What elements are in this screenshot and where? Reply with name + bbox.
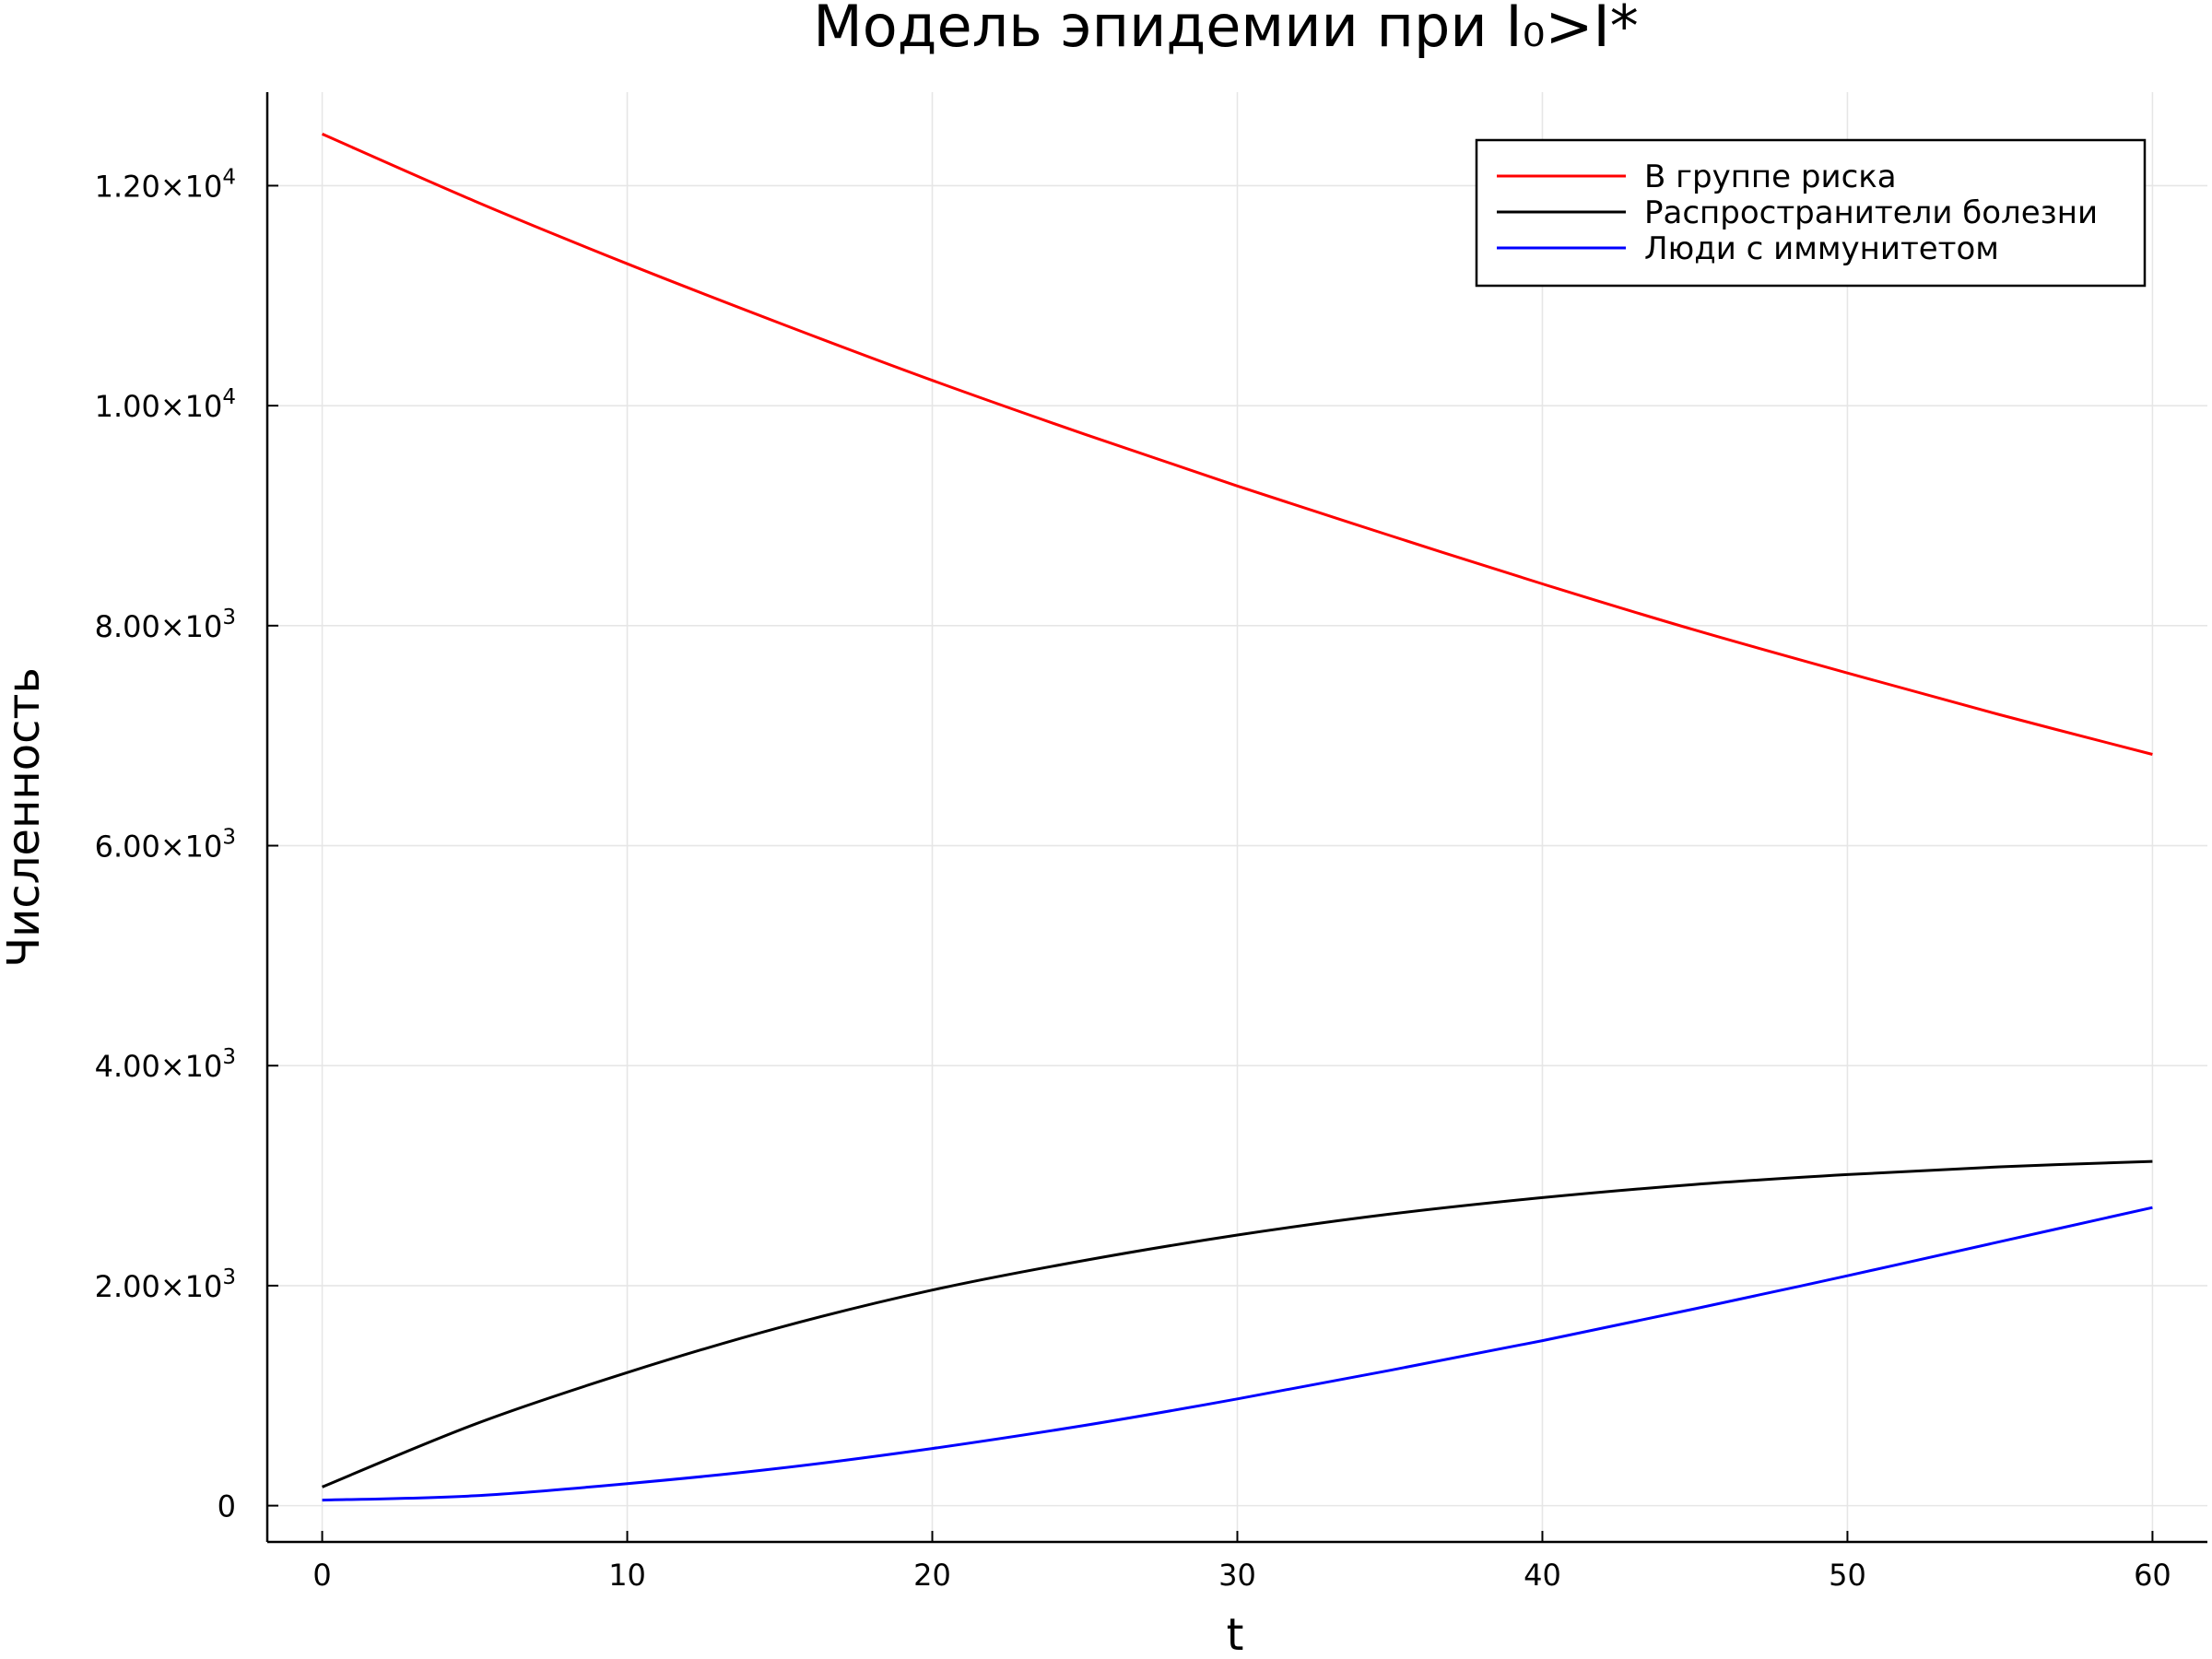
- y-tick-label: 1.20×104: [95, 165, 236, 204]
- tick-labels: 0 10 20 30 40 50 6002.00×1034.00×1036.00×1038.…: [95, 165, 2171, 1593]
- series-line-3: [322, 1206, 2153, 1502]
- y-tick-exponent: 4: [222, 385, 236, 409]
- legend-label-2: Распространители болезни: [1644, 194, 2098, 231]
- y-tick-exponent: 3: [222, 606, 236, 629]
- y-tick-label: 4.00×103: [95, 1045, 236, 1084]
- y-tick-mantissa: 6.00×10: [95, 830, 223, 865]
- y-tick-mantissa: 8.00×10: [95, 609, 223, 644]
- y-tick-exponent: 3: [222, 1265, 236, 1289]
- grid-lines: [267, 92, 2207, 1542]
- y-tick-exponent: 3: [222, 1045, 236, 1069]
- legend-label-3: Люди с иммунитетом: [1644, 230, 1999, 267]
- x-tick-label: 50: [1829, 1558, 1866, 1593]
- y-tick-mantissa: 1.20×10: [95, 169, 223, 204]
- y-tick-label: 2.00×103: [95, 1265, 236, 1304]
- y-tick-exponent: 4: [222, 165, 236, 189]
- y-tick-label: 6.00×103: [95, 826, 236, 865]
- x-tick-label: 30: [1218, 1558, 1256, 1593]
- chart-title: Модель эпидемии при I₀>I*: [813, 0, 1639, 60]
- y-tick-mantissa: 0: [218, 1489, 236, 1524]
- series-line-1: [321, 133, 2153, 756]
- y-axis-label: Численность: [0, 667, 50, 967]
- x-tick-label: 10: [608, 1558, 646, 1593]
- y-tick-mantissa: 4.00×10: [95, 1049, 223, 1084]
- x-tick-label: 60: [2134, 1558, 2171, 1593]
- x-axis-label: t: [1227, 1609, 1244, 1659]
- y-tick-mantissa: 1.00×10: [95, 389, 223, 424]
- series-line-2: [322, 1159, 2153, 1488]
- y-tick-mantissa: 2.00×10: [95, 1269, 223, 1304]
- y-tick-label: 8.00×103: [95, 606, 236, 644]
- x-tick-label: 0: [312, 1558, 331, 1593]
- y-tick-label: 0: [218, 1489, 236, 1524]
- y-tick-label: 1.00×104: [95, 385, 236, 424]
- x-tick-label: 40: [1524, 1558, 1561, 1593]
- legend-label-1: В группе риска: [1644, 159, 1897, 195]
- y-tick-exponent: 3: [222, 826, 236, 850]
- plot-series: [321, 133, 2153, 1502]
- axes: [265, 92, 2207, 1544]
- x-tick-label: 20: [913, 1558, 951, 1593]
